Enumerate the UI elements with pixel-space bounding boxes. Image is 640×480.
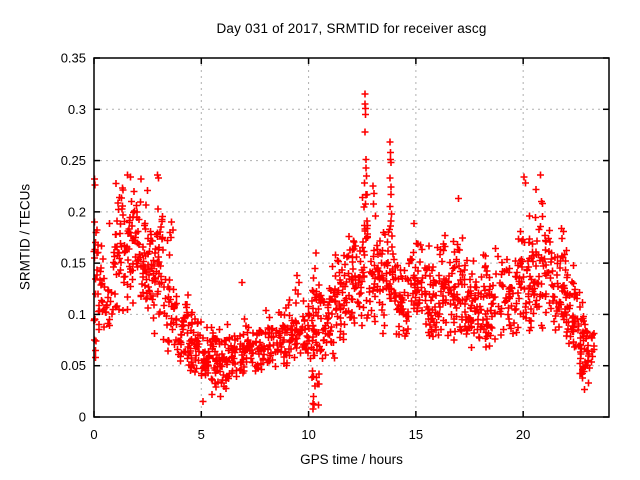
x-tick-label: 5 — [198, 427, 205, 442]
x-tick-label: 0 — [90, 427, 97, 442]
x-axis-label: GPS time / hours — [300, 452, 403, 467]
x-tick-label: 20 — [516, 427, 530, 442]
y-tick-label: 0.2 — [68, 204, 86, 219]
x-tick-label: 10 — [301, 427, 315, 442]
y-tick-label: 0.35 — [61, 51, 86, 66]
x-tick-label: 15 — [409, 427, 423, 442]
chart-title: Day 031 of 2017, SRMTID for receiver asc… — [216, 21, 487, 36]
y-tick-label: 0 — [79, 410, 86, 425]
y-tick-label: 0.15 — [61, 256, 86, 271]
y-tick-label: 0.25 — [61, 153, 86, 168]
y-axis-label: SRMTID / TECUs — [17, 183, 33, 291]
y-tick-label: 0.05 — [61, 358, 86, 373]
y-tick-label: 0.3 — [68, 102, 86, 117]
y-tick-label: 0.1 — [68, 307, 86, 322]
